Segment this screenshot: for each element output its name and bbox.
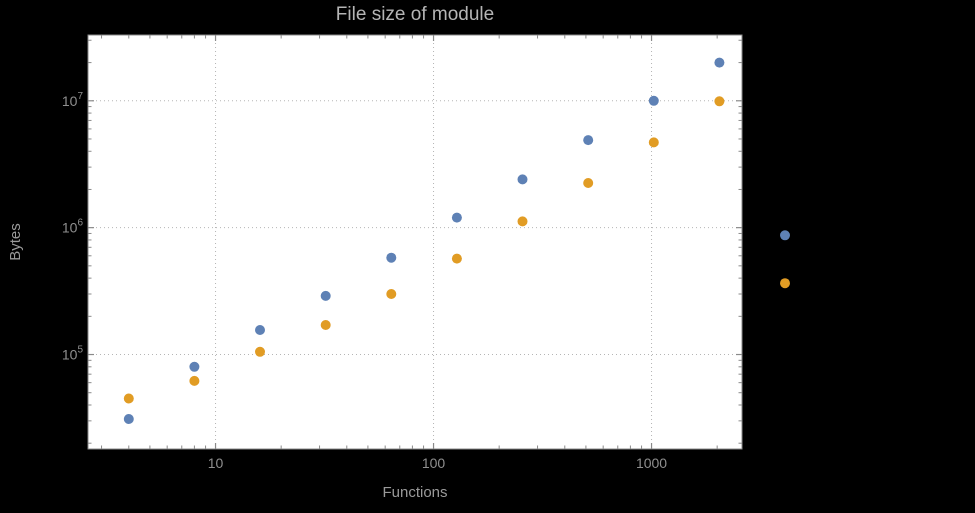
data-point-blue [189, 361, 200, 372]
data-point-blue [780, 230, 790, 241]
data-point-blue [123, 414, 134, 424]
data-point-blue [386, 252, 397, 263]
data-point-orange [714, 96, 725, 107]
data-point-orange [386, 289, 397, 299]
data-point-orange [583, 178, 594, 188]
data-point-blue [255, 325, 265, 335]
data-point-blue [320, 290, 331, 301]
data-point-orange [320, 320, 331, 330]
plot-frame [87, 34, 743, 450]
data-point-blue [583, 135, 594, 146]
data-point-orange [189, 375, 200, 386]
data-point-orange [780, 278, 790, 289]
x-tick-label: 1000 [636, 455, 667, 471]
data-point-orange [517, 216, 528, 227]
data-point-orange [123, 393, 134, 404]
y-tick-label: 106 [62, 218, 84, 236]
data-point-orange [451, 253, 462, 264]
data-point-blue [714, 57, 725, 68]
data-point-blue [517, 174, 528, 185]
x-tick-label: 10 [208, 455, 224, 471]
data-point-blue [451, 212, 462, 223]
y-tick-label: 107 [62, 91, 84, 109]
data-point-orange [255, 346, 265, 357]
x-tick-label: 100 [422, 455, 446, 471]
plot-panel [88, 35, 742, 449]
y-tick-label: 105 [62, 345, 84, 363]
data-point-orange [648, 137, 659, 148]
data-point-blue [648, 95, 659, 106]
